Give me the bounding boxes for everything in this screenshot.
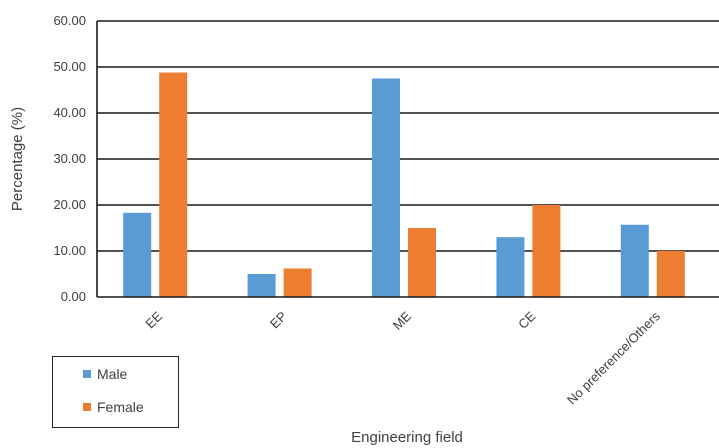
bar-female-1 <box>283 268 312 297</box>
legend-label-female: Female <box>97 399 144 415</box>
legend-item-male: Male <box>83 366 127 382</box>
y-tick-label: 0.00 <box>61 289 86 304</box>
bar-female-3 <box>532 205 561 297</box>
legend: Male Female <box>52 356 179 428</box>
bar-female-0 <box>159 72 188 298</box>
x-tick-label: CE <box>515 308 539 332</box>
bar-male-1 <box>247 274 276 297</box>
bar-male-4 <box>620 224 649 297</box>
y-tick-label: 30.00 <box>53 151 86 166</box>
male-swatch <box>83 370 91 378</box>
y-tick-label: 60.00 <box>53 13 86 28</box>
y-tick-label: 20.00 <box>53 197 86 212</box>
x-tick-label: EE <box>142 308 165 331</box>
y-axis-title: Percentage (%) <box>9 107 26 211</box>
x-tick-label: ME <box>390 308 415 333</box>
x-axis-title: Engineering field <box>351 429 463 446</box>
legend-label-male: Male <box>97 366 128 382</box>
y-tick-labels: 0.00 10.00 20.00 30.00 40.00 50.00 60.00 <box>53 13 86 304</box>
y-tick-label: 10.00 <box>53 243 86 258</box>
bar-female-2 <box>408 228 436 297</box>
x-tick-label: No preference/Others <box>564 308 663 407</box>
legend-item-female: Female <box>83 399 144 415</box>
bar-male-3 <box>496 237 525 297</box>
x-tick-labels: EE EP ME CE No preference/Others <box>142 308 663 407</box>
x-tick-label: EP <box>267 309 290 332</box>
bars <box>123 72 685 298</box>
bar-male-0 <box>123 212 152 297</box>
female-swatch <box>83 403 91 411</box>
y-tick-label: 50.00 <box>53 59 86 74</box>
y-tick-label: 40.00 <box>53 105 86 120</box>
gridlines <box>97 20 719 252</box>
bar-male-2 <box>372 78 400 297</box>
bar-female-4 <box>656 251 685 297</box>
